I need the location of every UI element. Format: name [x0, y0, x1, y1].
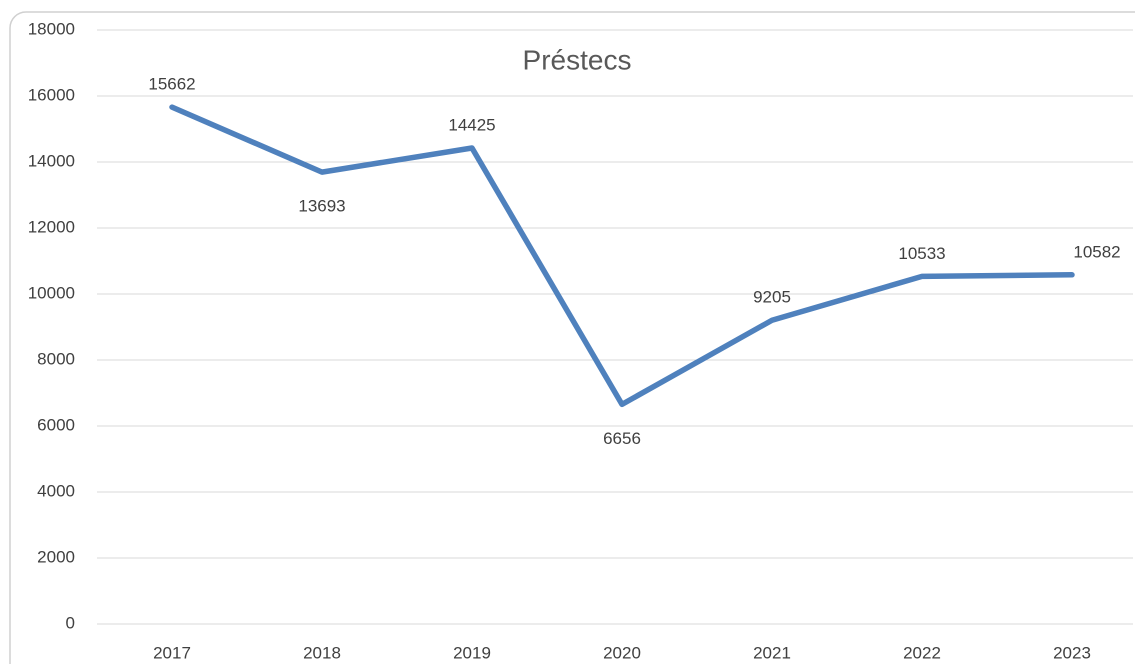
chart-title: Préstecs [523, 44, 632, 75]
y-tick-label: 0 [66, 613, 75, 632]
y-tick-label: 16000 [28, 85, 75, 104]
y-tick-label: 8000 [37, 349, 75, 368]
y-tick-label: 2000 [37, 547, 75, 566]
y-tick-label: 14000 [28, 151, 75, 170]
x-tick-label: 2023 [1053, 643, 1091, 662]
line [169, 104, 1075, 408]
data-label: 6656 [603, 429, 641, 448]
y-tick-label: 4000 [37, 481, 75, 500]
x-tick-label: 2019 [453, 643, 491, 662]
y-tick-label: 10000 [28, 283, 75, 302]
y-tick-label: 18000 [28, 19, 75, 38]
data-label: 10533 [898, 244, 945, 263]
data-label: 13693 [298, 197, 345, 216]
chart-border [9, 11, 1135, 669]
x-tick-label: 2022 [903, 643, 941, 662]
x-tick-label: 2017 [153, 643, 191, 662]
data-label: 15662 [148, 75, 195, 94]
x-tick-label: 2020 [603, 643, 641, 662]
data-label: 14425 [448, 115, 495, 134]
data-label: 10582 [1073, 242, 1120, 261]
data-label: 9205 [753, 288, 791, 307]
y-tick-label: 12000 [28, 217, 75, 236]
x-tick-label: 2021 [753, 643, 791, 662]
x-tick-label: 2018 [303, 643, 341, 662]
y-tick-label: 6000 [37, 415, 75, 434]
